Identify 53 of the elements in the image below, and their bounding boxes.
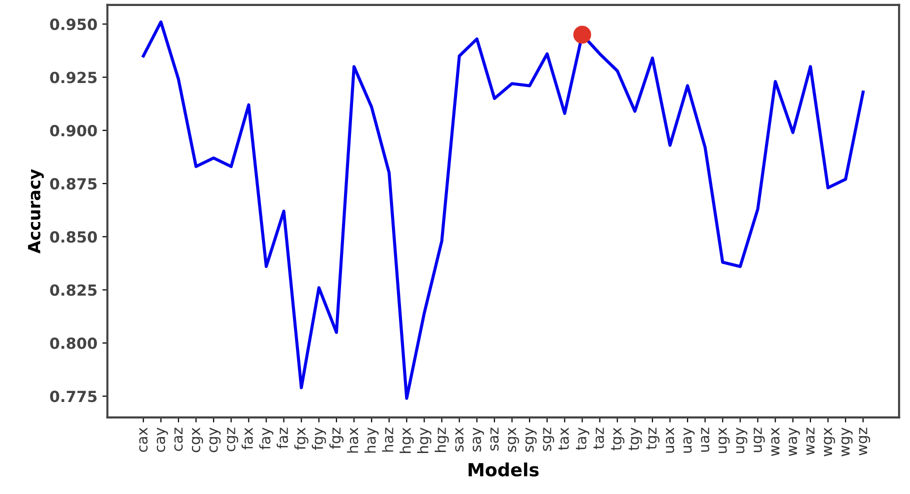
x-tick-label: cgx — [192, 428, 204, 452]
x-tick-label: caz — [174, 428, 183, 451]
x-tick-label: hax — [346, 428, 358, 453]
x-tick-label: wgy — [841, 428, 853, 456]
x-tick-label: cax — [139, 428, 148, 452]
x-tick-label: cgy — [209, 428, 221, 452]
x-tick-label: hgx — [400, 428, 414, 453]
x-tick-label: faz — [276, 428, 288, 449]
y-tick-label: 0.950 — [50, 18, 97, 30]
x-tick-label: fgz — [329, 428, 344, 449]
y-axis-title: Accuracy — [28, 169, 44, 254]
x-tick-label: waz — [806, 428, 815, 456]
x-tick-label: uay — [683, 428, 695, 453]
x-tick-label: way — [788, 428, 800, 456]
x-tick-label: cgz — [226, 428, 238, 452]
x-tick-label: hgy — [417, 428, 432, 453]
x-tick-label: hgz — [434, 428, 449, 452]
x-tick-label: tgy — [628, 428, 642, 450]
x-tick-label: say — [472, 428, 484, 452]
y-tick-label: 0.875 — [50, 178, 97, 190]
x-tick-label: tgz — [646, 428, 660, 450]
x-tick-label: ugy — [736, 428, 748, 454]
x-tick-label: haz — [382, 428, 394, 452]
y-tick-label: 0.775 — [50, 390, 97, 402]
x-tick-label: tgx — [611, 428, 624, 450]
x-tick-label: ugx — [718, 428, 730, 454]
x-axis-title: Models — [468, 462, 539, 476]
x-tick-label: wgz — [858, 428, 870, 456]
x-tick-label: cay — [156, 428, 168, 452]
x-tick-label: tax — [558, 428, 569, 450]
y-tick-label: 0.825 — [50, 284, 97, 296]
x-tick-label: wgx — [824, 428, 836, 456]
x-tick-label: sgy — [525, 428, 537, 452]
y-tick-label: 0.800 — [50, 337, 97, 350]
x-tick-label: fgx — [294, 428, 308, 450]
x-tick-label: uax — [666, 428, 674, 453]
x-tick-label: tay — [576, 428, 590, 450]
line-series — [142, 20, 865, 400]
x-tick-label: uaz — [700, 428, 710, 452]
y-tick-label: 0.900 — [50, 124, 97, 136]
y-tick-label: 0.925 — [50, 72, 97, 84]
y-tick-label: 0.850 — [50, 231, 97, 243]
x-tick-label: sgx — [508, 428, 520, 452]
x-tick-label: sax — [455, 428, 464, 452]
x-tick-label: fay — [259, 428, 274, 450]
x-tick-label: saz — [490, 428, 499, 451]
x-tick-label: fgy — [312, 428, 326, 450]
x-tick-label: sgz — [542, 428, 554, 451]
x-tick-label: taz — [594, 428, 604, 450]
x-tick-label: fax — [242, 428, 253, 450]
x-tick-label: hay — [364, 428, 379, 453]
x-tick-label: wax — [771, 428, 780, 456]
x-tick-label: ugz — [754, 428, 765, 452]
